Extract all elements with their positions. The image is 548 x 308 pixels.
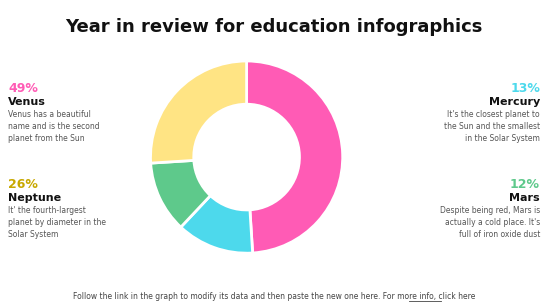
Wedge shape (181, 196, 253, 253)
Text: Mercury: Mercury (489, 97, 540, 107)
Text: Venus: Venus (8, 97, 46, 107)
Text: 26%: 26% (8, 178, 38, 191)
Text: Venus has a beautiful
name and is the second
planet from the Sun: Venus has a beautiful name and is the se… (8, 110, 100, 143)
Wedge shape (151, 61, 247, 163)
Text: Neptune: Neptune (8, 193, 61, 203)
Text: 13%: 13% (510, 82, 540, 95)
Text: It' the fourth-largest
planet by diameter in the
Solar System: It' the fourth-largest planet by diamete… (8, 206, 106, 239)
Text: Mars: Mars (510, 193, 540, 203)
Text: It's the closest planet to
the Sun and the smallest
in the Solar System: It's the closest planet to the Sun and t… (444, 110, 540, 143)
Text: Year in review for education infographics: Year in review for education infographic… (65, 18, 483, 36)
Wedge shape (247, 61, 342, 253)
Wedge shape (151, 160, 210, 227)
Text: Follow the link in the graph to modify its data and then paste the new one here.: Follow the link in the graph to modify i… (73, 292, 475, 301)
Text: Despite being red, Mars is
actually a cold place. It's
full of iron oxide dust: Despite being red, Mars is actually a co… (439, 206, 540, 239)
Text: 49%: 49% (8, 82, 38, 95)
Text: 12%: 12% (510, 178, 540, 191)
